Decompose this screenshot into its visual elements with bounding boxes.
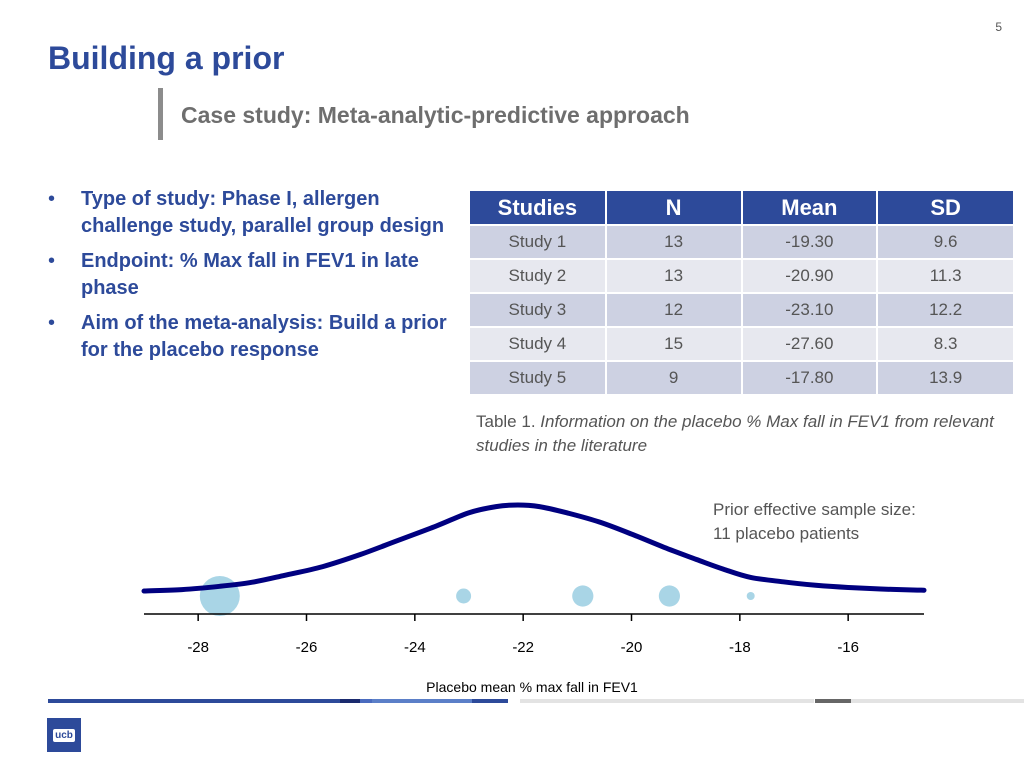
caption-text: Information on the placebo % Max fall in… — [476, 412, 994, 455]
footer-band-segment — [360, 699, 372, 703]
bullet-text: Type of study: Phase I, allergen challen… — [81, 188, 445, 237]
caption-prefix: Table 1. — [476, 412, 541, 431]
bullet-dot-icon: • — [48, 188, 56, 210]
bullet-item: • Endpoint: % Max fall in FEV1 in late ph… — [48, 248, 468, 302]
cell-n: 13 — [604, 224, 742, 259]
bullet-item: • Aim of the meta-analysis: Build a prior… — [48, 310, 468, 364]
cell-study: Study 4 — [470, 326, 606, 361]
table-caption: Table 1. Information on the placebo % Ma… — [476, 410, 1016, 458]
x-tick-label: -26 — [296, 639, 318, 656]
studies-table: Studies N Mean SD Study 1 13 -19.30 9.6 … — [470, 191, 1013, 394]
table-row: Study 1 13 -19.30 9.6 — [470, 224, 1013, 259]
footer-color-band — [48, 699, 1024, 703]
x-axis-ticks: -28 -26 -24 -22 -20 -18 -16 — [187, 614, 859, 656]
study-bubble — [572, 585, 594, 607]
x-tick-label: -20 — [621, 639, 643, 656]
bullet-text: Aim of the meta-analysis: Build a prior … — [81, 312, 447, 361]
cell-mean: -27.60 — [740, 326, 878, 361]
study-bubble — [199, 576, 240, 616]
effective-sample-size-note: Prior effective sample size: 11 placebo … — [713, 498, 916, 546]
bullet-text: Endpoint: % Max fall in FEV1 in late pha… — [81, 250, 419, 299]
header-mean: Mean — [740, 191, 878, 225]
ess-line-2: 11 placebo patients — [713, 524, 860, 543]
header-n: N — [604, 191, 742, 225]
bullet-dot-icon: • — [48, 250, 56, 272]
cell-n: 9 — [604, 360, 742, 394]
cell-sd: 9.6 — [876, 224, 1013, 259]
bullet-list: • Type of study: Phase I, allergen challe… — [48, 186, 468, 372]
cell-study: Study 1 — [470, 224, 606, 259]
bullet-item: • Type of study: Phase I, allergen challe… — [48, 186, 468, 240]
x-tick-label: -16 — [837, 639, 859, 656]
footer-band-segment — [340, 699, 360, 703]
footer-band-segment — [48, 699, 340, 703]
cell-mean: -19.30 — [740, 224, 878, 259]
footer-band-segment — [520, 699, 814, 703]
x-tick-label: -18 — [729, 639, 751, 656]
cell-n: 15 — [604, 326, 742, 361]
x-tick-label: -24 — [404, 639, 426, 656]
table-row: Study 4 15 -27.60 8.3 — [470, 326, 1013, 361]
cell-n: 12 — [604, 292, 742, 327]
x-tick-label: -28 — [187, 639, 209, 656]
study-bubbles — [199, 576, 755, 616]
header-sd: SD — [876, 191, 1013, 225]
table-row: Study 3 12 -23.10 12.2 — [470, 292, 1013, 327]
subtitle-divider — [158, 88, 163, 140]
cell-sd: 12.2 — [876, 292, 1013, 327]
table-header-row: Studies N Mean SD — [470, 191, 1013, 225]
cell-mean: -23.10 — [740, 292, 878, 327]
header-studies: Studies — [470, 191, 606, 225]
cell-sd: 8.3 — [876, 326, 1013, 361]
ess-line-1: Prior effective sample size: — [713, 500, 916, 519]
table-row: Study 2 13 -20.90 11.3 — [470, 258, 1013, 293]
footer-band-segment — [372, 699, 472, 703]
cell-sd: 13.9 — [876, 360, 1013, 394]
cell-sd: 11.3 — [876, 258, 1013, 293]
study-bubble — [658, 585, 681, 607]
prior-density-curve — [141, 502, 927, 594]
bullet-dot-icon: • — [48, 312, 56, 334]
cell-mean: -17.80 — [740, 360, 878, 394]
footer-band-segment — [851, 699, 1024, 703]
cell-mean: -20.90 — [740, 258, 878, 293]
ucb-logo: ucb — [47, 718, 81, 752]
cell-study: Study 3 — [470, 292, 606, 327]
footer-band-segment — [815, 699, 851, 703]
x-axis-label: Placebo mean % max fall in FEV1 — [426, 679, 638, 695]
cell-study: Study 5 — [470, 360, 606, 394]
table-row: Study 5 9 -17.80 13.9 — [470, 360, 1013, 394]
study-bubble — [456, 588, 472, 604]
footer-band-segment — [472, 699, 508, 703]
slide-title: Building a prior — [48, 40, 285, 76]
x-tick-label: -22 — [512, 639, 534, 656]
cell-n: 13 — [604, 258, 742, 293]
cell-study: Study 2 — [470, 258, 606, 293]
page-number: 5 — [995, 20, 1002, 34]
slide-subtitle: Case study: Meta-analytic-predictive app… — [181, 102, 690, 128]
study-bubble — [746, 592, 755, 600]
ucb-logo-mark: ucb — [53, 728, 75, 742]
